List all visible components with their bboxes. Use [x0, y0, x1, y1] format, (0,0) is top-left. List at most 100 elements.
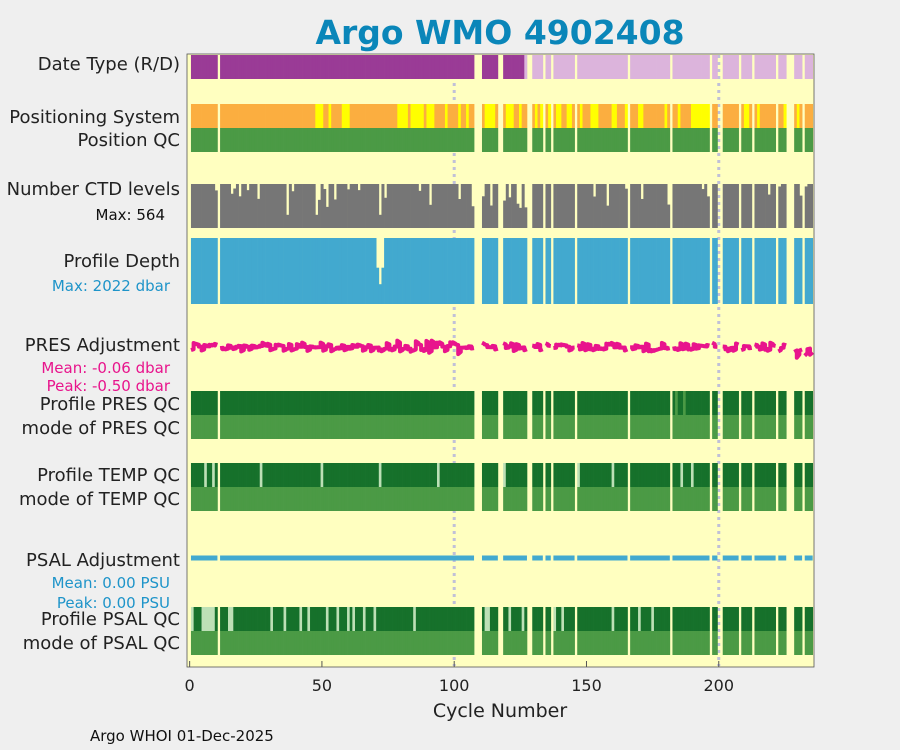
ctd-levels-bar — [757, 184, 761, 228]
mode-psal-qc-band-cell — [714, 631, 718, 655]
position-qc-band-cell — [677, 128, 681, 152]
positioning-band-cell — [513, 104, 517, 128]
profile-temp-qc-band-cell — [624, 463, 628, 487]
positioning-band-cell — [423, 104, 427, 128]
position-qc-band-cell — [698, 128, 702, 152]
mode-psal-qc-band-cell — [349, 631, 353, 655]
date-type-band-cell — [220, 55, 224, 79]
profile-temp-qc-band-cell — [341, 463, 345, 487]
profile-psal-qc-band-cell — [590, 607, 594, 631]
ctd-levels-bar — [204, 184, 208, 228]
profile-psal-qc-band-cell — [643, 607, 647, 631]
profile-psal-qc-band-cell — [249, 607, 253, 631]
ctd-levels-bar — [317, 199, 321, 228]
date-type-band-cell — [291, 55, 295, 79]
profile-temp-qc-band-cell — [484, 463, 488, 487]
position-qc-band-cell — [603, 128, 607, 152]
profile-pres-qc-band-cell — [487, 391, 491, 415]
profile-psal-qc-band-cell — [254, 607, 258, 631]
positioning-band-cell — [212, 104, 216, 128]
mode-temp-qc-band-cell — [767, 487, 771, 511]
positioning-band-cell — [265, 104, 269, 128]
profile-temp-qc-band-cell — [590, 463, 594, 487]
mode-temp-qc-band-cell — [495, 487, 499, 511]
profile-psal-qc-band-cell — [220, 607, 224, 631]
profile-psal-qc-band-cell — [447, 607, 451, 631]
mode-psal-qc-band-cell — [643, 631, 647, 655]
mode-psal-qc-band-cell — [619, 631, 623, 655]
mode-temp-qc-band-cell — [278, 487, 282, 511]
profile-depth-bar — [690, 238, 694, 304]
mode-pres-qc-band-cell — [373, 415, 377, 439]
mode-temp-qc-band-cell — [198, 487, 202, 511]
positioning-band-cell — [643, 104, 647, 128]
date-type-band-cell — [481, 55, 485, 79]
date-type-band-cell — [344, 55, 348, 79]
profile-temp-qc-band-cell — [265, 463, 269, 487]
mode-temp-qc-band-cell — [725, 487, 729, 511]
profile-depth-bar — [563, 238, 567, 304]
position-qc-band-cell — [780, 128, 784, 152]
position-qc-band-cell — [442, 128, 446, 152]
ctd-levels-bar — [442, 184, 446, 228]
mode-psal-qc-band-cell — [481, 631, 485, 655]
mode-temp-qc-band-cell — [810, 487, 814, 511]
mode-pres-qc-band-cell — [468, 415, 472, 439]
positioning-band-cell — [704, 104, 708, 128]
profile-temp-qc-band-cell — [212, 463, 216, 487]
profile-psal-qc-band-cell — [587, 607, 591, 631]
mode-temp-qc-band-cell — [352, 487, 356, 511]
ctd-levels-bar — [603, 184, 607, 228]
mode-temp-qc-band-cell — [598, 487, 602, 511]
profile-temp-qc-band-cell — [672, 463, 676, 487]
mode-psal-qc-band-cell — [209, 631, 213, 655]
profile-pres-qc-band-cell — [235, 391, 239, 415]
mode-temp-qc-band-cell — [291, 487, 295, 511]
mode-psal-qc-band-cell — [201, 631, 205, 655]
profile-depth-bar — [540, 238, 544, 304]
profile-depth-bar — [444, 238, 448, 304]
profile-pres-qc-band-cell — [296, 391, 300, 415]
mode-temp-qc-band-cell — [585, 487, 589, 511]
position-qc-band-cell — [463, 128, 467, 152]
position-qc-band-cell — [495, 128, 499, 152]
profile-pres-qc-band-cell — [759, 391, 763, 415]
profile-psal-qc-band-cell — [225, 607, 229, 631]
date-type-band-cell — [235, 55, 239, 79]
mode-psal-qc-band-cell — [196, 631, 200, 655]
profile-depth-bar — [487, 238, 491, 304]
position-qc-band-cell — [352, 128, 356, 152]
mode-pres-qc-band-cell — [503, 415, 507, 439]
profile-temp-qc-band-cell — [323, 463, 327, 487]
profile-psal-qc-band-cell — [505, 607, 509, 631]
mode-temp-qc-band-cell — [664, 487, 668, 511]
profile-pres-qc-band-cell — [450, 391, 454, 415]
mode-psal-qc-band-cell — [484, 631, 488, 655]
profile-temp-qc-band-cell — [730, 463, 734, 487]
date-type-band-cell — [294, 55, 298, 79]
date-type-band-cell — [280, 55, 284, 79]
position-qc-band-cell — [254, 128, 258, 152]
date-type-band-cell — [743, 55, 747, 79]
pres-adjustment-line — [753, 340, 776, 353]
date-type-band-cell — [548, 55, 552, 79]
footer-text: Argo WHOI 01-Dec-2025 — [90, 727, 274, 745]
mode-pres-qc-band-cell — [677, 415, 681, 439]
profile-temp-qc-band-cell — [228, 463, 232, 487]
position-qc-band-cell — [429, 128, 433, 152]
mode-psal-qc-band-cell — [251, 631, 255, 655]
mode-temp-qc-band-cell — [407, 487, 411, 511]
ctd-levels-bar — [587, 184, 591, 228]
mode-pres-qc-band-cell — [458, 415, 462, 439]
mode-pres-qc-band-cell — [230, 415, 234, 439]
profile-depth-bar — [741, 238, 745, 304]
position-qc-band-cell — [389, 128, 393, 152]
positioning-band-cell — [407, 104, 411, 128]
mode-temp-qc-band-cell — [317, 487, 321, 511]
profile-psal-qc-band-cell — [704, 607, 708, 631]
mode-psal-qc-band-cell — [653, 631, 657, 655]
date-type-band-cell — [487, 55, 491, 79]
date-type-band-cell — [511, 55, 515, 79]
profile-temp-qc-band-cell — [360, 463, 364, 487]
date-type-band-cell — [426, 55, 430, 79]
